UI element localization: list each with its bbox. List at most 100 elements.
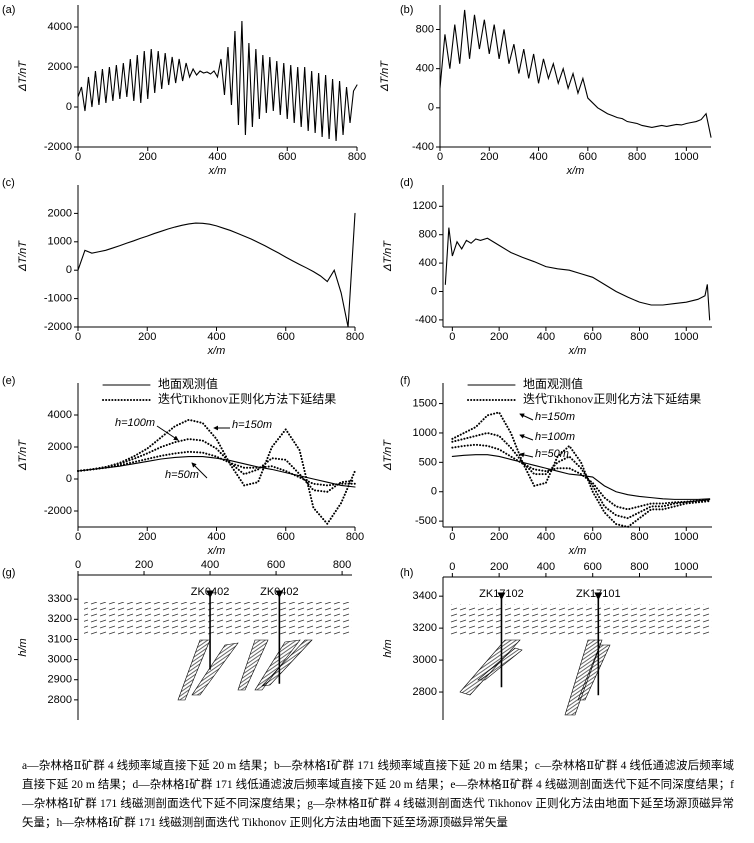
x-tick-label: 1000: [674, 561, 698, 573]
x-tick-label: 400: [201, 559, 219, 571]
x-axis-label: x/m: [207, 345, 226, 357]
y-tick-label: 2000: [48, 441, 72, 453]
x-tick-label: 600: [584, 331, 602, 343]
y-tick-label: 2800: [48, 694, 72, 706]
x-tick-label: 200: [490, 331, 508, 343]
y-tick-label: 1000: [48, 236, 72, 248]
x-tick-label: 1000: [674, 151, 698, 163]
curve-pointer: [519, 413, 534, 421]
x-tick-label: 800: [348, 151, 366, 163]
x-tick-label: 800: [630, 561, 648, 573]
y-tick-label: 1200: [413, 200, 437, 212]
data-line: [451, 443, 711, 511]
x-tick-label: 400: [537, 561, 555, 573]
borehole-label: ZK17102: [479, 588, 524, 600]
data-line: [77, 456, 356, 488]
y-tick-label: 800: [416, 23, 434, 35]
ore-body: [191, 642, 239, 696]
x-tick-label: 200: [490, 531, 508, 543]
x-tick-label: 600: [584, 531, 602, 543]
data-line: [451, 431, 711, 520]
x-axis-label: x/m: [207, 545, 226, 557]
y-axis-label: h/m: [382, 639, 394, 657]
data-line: [439, 9, 712, 138]
y-tick-label: 1500: [413, 397, 437, 409]
y-tick-label: 400: [419, 257, 437, 269]
data-line: [77, 212, 356, 328]
legend-label: 地面观测值: [158, 376, 218, 391]
y-tick-label: 0: [66, 101, 72, 113]
curve-label: h=100m: [535, 431, 575, 443]
x-axis-label: x/m: [568, 345, 587, 357]
x-tick-label: 600: [579, 151, 597, 163]
x-tick-label: 400: [537, 331, 555, 343]
panel-label: (b): [400, 4, 413, 16]
legend-label: 迭代Tikhonov正则化方法下延结果: [523, 391, 701, 406]
panel-label: (h): [400, 567, 413, 579]
x-tick-label: 0: [437, 151, 443, 163]
x-tick-label: 0: [75, 559, 81, 571]
x-tick-label: 400: [207, 531, 225, 543]
y-tick-label: 3000: [413, 654, 437, 666]
caption: a—杂林格Ⅱ矿群 4 线频率域直接下延 20 m 结果；b—杂林格Ⅰ矿群 171…: [22, 760, 734, 829]
y-tick-label: 4000: [48, 409, 72, 421]
x-tick-label: 0: [75, 331, 81, 343]
vector-band: [84, 602, 352, 635]
ore-body: [254, 639, 301, 691]
data-line: [444, 227, 711, 321]
y-axis-label: ΔT/nT: [17, 240, 29, 272]
x-tick-label: 200: [138, 331, 156, 343]
y-tick-label: 3200: [413, 622, 437, 634]
panel-label: (f): [400, 375, 410, 387]
y-tick-label: 3300: [48, 593, 72, 605]
x-tick-label: 600: [277, 531, 295, 543]
x-tick-label: 200: [135, 559, 153, 571]
x-tick-label: 0: [449, 531, 455, 543]
y-tick-label: 3200: [48, 613, 72, 625]
y-tick-label: 400: [416, 63, 434, 75]
y-tick-label: 0: [66, 473, 72, 485]
y-tick-label: 0: [431, 285, 437, 297]
x-tick-label: 400: [537, 531, 555, 543]
data-line: [77, 20, 358, 142]
x-tick-label: 0: [449, 331, 455, 343]
x-tick-label: 800: [333, 559, 351, 571]
y-tick-label: 500: [419, 456, 437, 468]
data-line: [451, 454, 711, 500]
y-tick-label: 3100: [48, 633, 72, 645]
x-tick-label: 200: [490, 561, 508, 573]
curve-pointer: [156, 425, 179, 441]
curve-pointer: [191, 462, 208, 479]
x-tick-label: 800: [346, 531, 364, 543]
y-tick-label: 4000: [48, 21, 72, 33]
x-tick-label: 800: [630, 531, 648, 543]
x-tick-label: 800: [630, 331, 648, 343]
curve-label: h=100m: [115, 417, 155, 429]
ore-body: [564, 639, 603, 716]
ore-body: [261, 639, 313, 687]
panel-label: (d): [400, 177, 413, 189]
panel-label: (a): [2, 4, 15, 16]
y-axis-label: ΔT/nT: [17, 439, 29, 471]
x-tick-label: 0: [449, 561, 455, 573]
borehole-label: ZK17101: [576, 588, 621, 600]
y-tick-label: -400: [412, 141, 434, 153]
panel-label: (c): [2, 177, 15, 189]
x-tick-label: 0: [75, 151, 81, 163]
y-tick-label: 800: [419, 229, 437, 241]
y-axis-label: ΔT/nT: [382, 439, 394, 471]
x-tick-label: 1000: [674, 531, 698, 543]
data-line: [77, 418, 356, 526]
x-tick-label: 200: [138, 531, 156, 543]
ore-body: [237, 639, 269, 691]
x-tick-label: 400: [208, 151, 226, 163]
curve-label: h=50m: [535, 448, 569, 460]
y-tick-label: 1000: [413, 427, 437, 439]
y-axis-label: ΔT/nT: [382, 240, 394, 272]
y-tick-label: 0: [428, 102, 434, 114]
vector-band: [449, 604, 712, 637]
y-tick-label: 2800: [413, 686, 437, 698]
x-tick-label: 600: [267, 559, 285, 571]
curve-pointer: [519, 434, 534, 441]
